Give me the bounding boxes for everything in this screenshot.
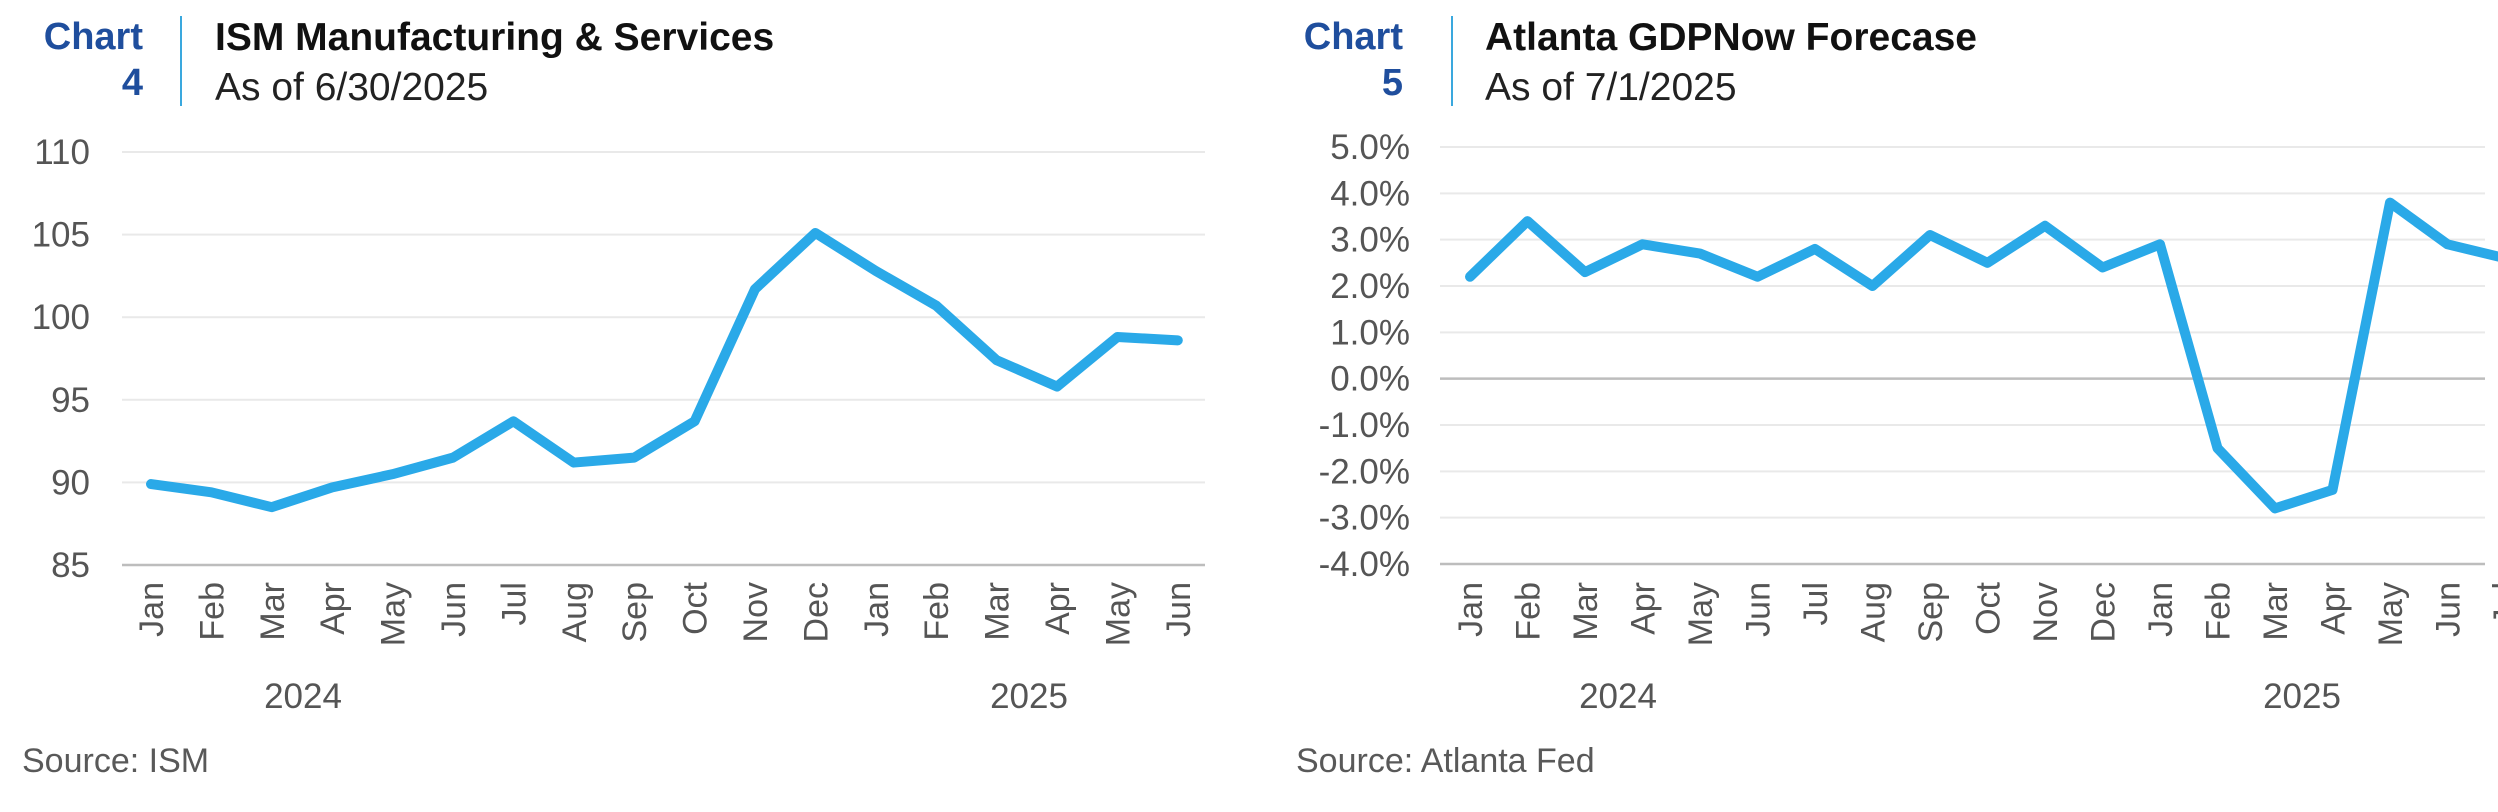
y-tick-label: 100 <box>32 298 90 337</box>
x-tick-label: May <box>2372 582 2410 646</box>
chart-subtitle: As of 6/30/2025 <box>215 66 489 109</box>
year-label: 2024 <box>1579 677 1657 716</box>
x-tick-label: Jul <box>1797 582 1835 625</box>
y-tick-label: 2.0% <box>1330 267 1410 306</box>
x-tick-label: Feb <box>918 582 956 641</box>
chart-label-word: Chart <box>43 16 143 58</box>
y-tick-label: -3.0% <box>1319 499 1410 538</box>
y-tick-label: 110 <box>34 133 90 172</box>
y-tick-label: -2.0% <box>1319 452 1410 491</box>
x-tick-label: Nov <box>2027 582 2065 642</box>
y-tick-label: 95 <box>51 381 90 420</box>
chart-title: ISM Manufacturing & Services <box>215 16 775 59</box>
x-tick-label: May <box>1099 582 1137 646</box>
y-tick-label: 105 <box>32 216 90 255</box>
y-tick-label: 90 <box>51 463 90 502</box>
chart-subtitle: As of 7/1/2025 <box>1485 66 1737 109</box>
x-tick-label: May <box>1682 582 1720 646</box>
x-tick-label: Feb <box>193 582 231 641</box>
x-tick-label: Jun <box>1160 582 1198 637</box>
y-tick-label: -4.0% <box>1319 545 1410 584</box>
x-tick-label: Jan <box>133 582 171 637</box>
chart-title: Atlanta GDPNow Forecase <box>1485 16 1977 59</box>
x-tick-label: Oct <box>1970 581 2008 634</box>
y-tick-label: -1.0% <box>1319 406 1410 445</box>
chart-panel-right: Chart 5 Atlanta GDPNow Forecase As of 7/… <box>1280 0 2498 812</box>
x-tick-label: Feb <box>1510 582 1548 641</box>
year-label: 2024 <box>264 677 342 716</box>
chart-number-label: Chart 5 <box>1273 14 1403 106</box>
x-tick-label: Dec <box>2085 582 2123 642</box>
x-tick-label: Jan <box>1452 582 1490 637</box>
x-tick-label: Mar <box>979 582 1017 641</box>
year-label: 2025 <box>990 677 1068 716</box>
x-tick-label: Mar <box>1567 582 1605 641</box>
x-tick-label: Jan <box>858 582 896 637</box>
chart-right-plot: -4.0% -3.0% -2.0% -1.0% 0.0% 1.0% 2.0% 3.0% 4.0%… <box>1319 128 2498 716</box>
x-tick-label: Feb <box>2200 582 2238 641</box>
chart-number-label: Chart 4 <box>13 14 143 106</box>
chart-label-word: Chart <box>1303 16 1403 58</box>
year-label: 2025 <box>2263 677 2341 716</box>
x-tick-label: Apr <box>2315 582 2353 635</box>
title-divider <box>180 16 182 106</box>
x-tick-label: Sep <box>616 582 654 643</box>
x-tick-label: Jun <box>1740 582 1778 637</box>
chart-left-plot: 85 90 95 100 105 110 Jan Feb Mar Apr May Jun Jul Aug S… <box>32 133 1205 716</box>
title-divider <box>1451 16 1453 106</box>
y-tick-label: 4.0% <box>1330 174 1410 213</box>
x-tick-label: Oct <box>677 581 715 634</box>
x-tick-label: Jul <box>2487 582 2498 625</box>
x-tick-label: Nov <box>737 582 775 642</box>
y-tick-label: 3.0% <box>1330 221 1410 260</box>
y-tick-label: 1.0% <box>1330 313 1410 352</box>
y-tick-label: 85 <box>51 546 90 585</box>
x-tick-label: Apr <box>1625 582 1663 635</box>
chart-label-number: 4 <box>121 62 143 104</box>
x-tick-label: Apr <box>314 582 352 635</box>
x-tick-label: Jul <box>495 582 533 625</box>
chart-panel-left: Chart 4 ISM Manufacturing & Services As … <box>0 0 1230 812</box>
x-tick-label: Jun <box>2430 582 2468 637</box>
x-tick-label: Mar <box>2257 582 2295 641</box>
x-tick-label: Aug <box>556 582 594 643</box>
x-tick-label: Mar <box>254 582 292 641</box>
x-tick-label: Jan <box>2142 582 2180 637</box>
series-line <box>146 227 1183 513</box>
y-tick-label: 0.0% <box>1330 360 1410 399</box>
x-tick-label: Jun <box>435 582 473 637</box>
x-tick-label: Aug <box>1855 582 1893 643</box>
series-line <box>1465 197 2498 514</box>
x-tick-label: Sep <box>1912 582 1950 643</box>
chart-source: Source: Atlanta Fed <box>1296 742 1595 780</box>
x-tick-label: Apr <box>1039 582 1077 635</box>
x-tick-label: May <box>375 582 413 646</box>
y-tick-label: 5.0% <box>1330 128 1410 167</box>
chart-label-number: 5 <box>1381 62 1403 104</box>
x-tick-label: Dec <box>797 582 835 642</box>
chart-source: Source: ISM <box>22 742 210 780</box>
